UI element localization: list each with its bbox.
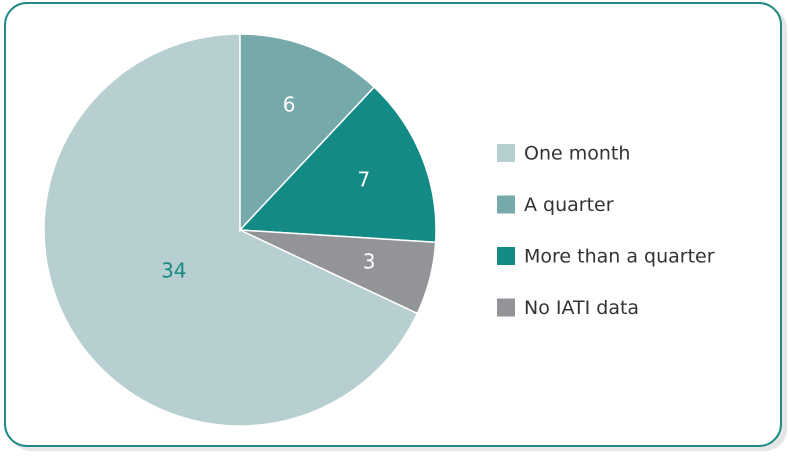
legend-label: A quarter bbox=[524, 194, 614, 216]
legend-swatch bbox=[497, 298, 515, 317]
legend-label: More than a quarter bbox=[524, 246, 715, 268]
legend-swatch bbox=[497, 195, 515, 214]
legend-swatch bbox=[497, 144, 515, 162]
pie-slice bbox=[238, 86, 437, 244]
pie-slice bbox=[43, 33, 419, 427]
legend-label: One month bbox=[524, 143, 630, 165]
slice-label: 6 bbox=[283, 93, 296, 117]
legend-swatch bbox=[497, 247, 515, 265]
pie-slice bbox=[239, 33, 376, 232]
slice-label: 3 bbox=[363, 250, 376, 274]
legend-label: No IATI data bbox=[524, 297, 639, 319]
slice-label: 7 bbox=[358, 167, 371, 191]
slice-label: 34 bbox=[161, 259, 186, 283]
pie-slice bbox=[239, 229, 437, 315]
